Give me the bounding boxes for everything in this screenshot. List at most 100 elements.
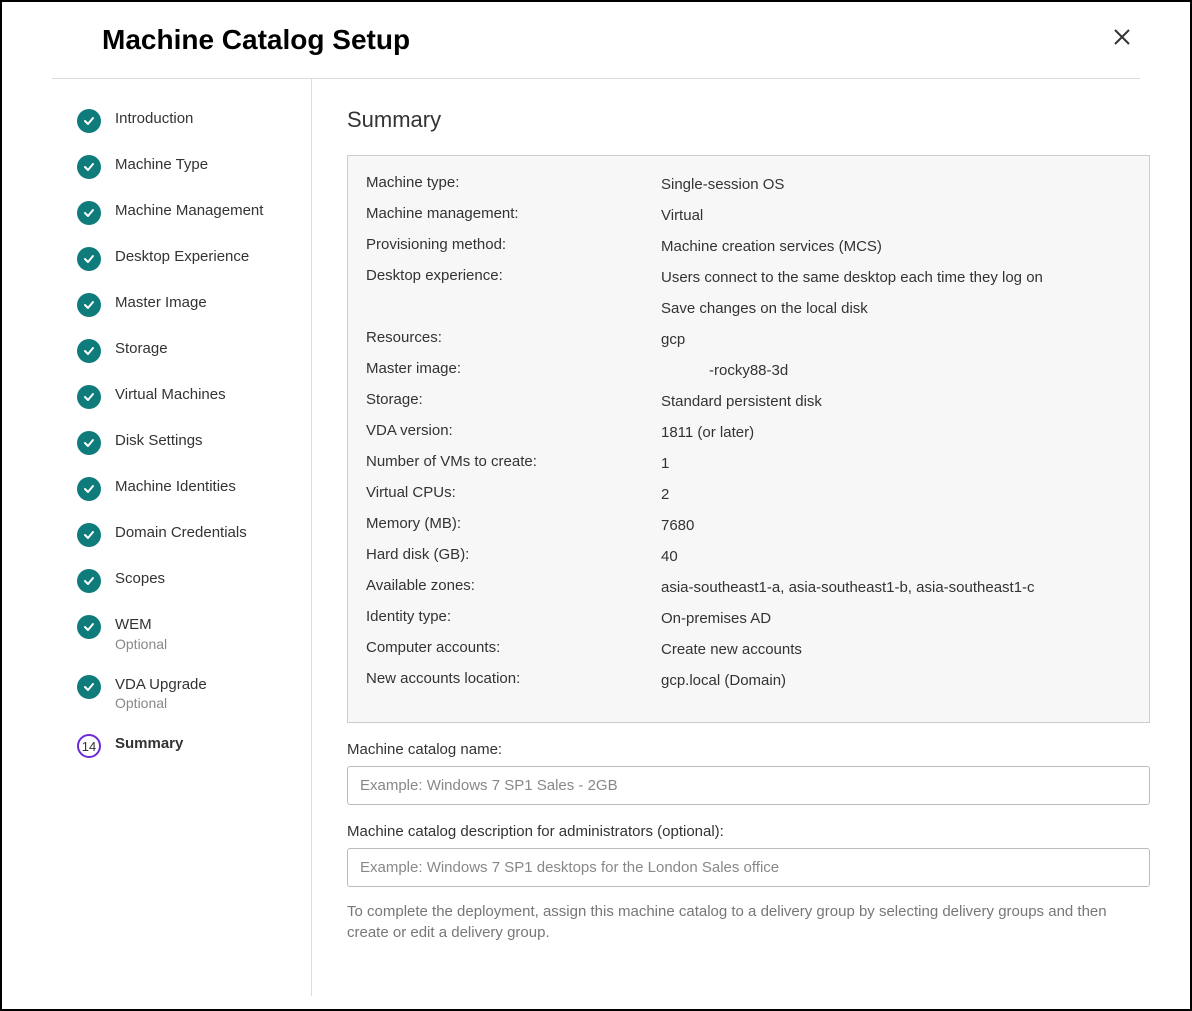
summary-row: Master image:-rocky88-3d: [366, 360, 1131, 381]
help-text: To complete the deployment, assign this …: [347, 901, 1150, 943]
summary-row: New accounts location:gcp.local (Domain): [366, 670, 1131, 691]
redacted-text: [661, 363, 709, 379]
summary-value: Create new accounts: [661, 639, 1131, 660]
wizard-step-desktop-experience[interactable]: Desktop Experience: [77, 247, 291, 271]
step-label: Summary: [115, 734, 183, 754]
summary-value: 40: [661, 546, 1131, 567]
step-label: WEMOptional: [115, 615, 167, 653]
summary-row: Number of VMs to create:1: [366, 453, 1131, 474]
wizard-step-vda-upgrade[interactable]: VDA UpgradeOptional: [77, 675, 291, 713]
dialog-header: Machine Catalog Setup: [2, 2, 1190, 78]
page-heading: Summary: [347, 107, 1150, 133]
summary-row: Memory (MB):7680: [366, 515, 1131, 536]
summary-row: Machine type:Single-session OS: [366, 174, 1131, 195]
step-label: Domain Credentials: [115, 523, 247, 543]
summary-label: Memory (MB):: [366, 515, 661, 532]
wizard-step-machine-management[interactable]: Machine Management: [77, 201, 291, 225]
summary-label: Machine management:: [366, 205, 661, 222]
catalog-desc-label: Machine catalog description for administ…: [347, 823, 1150, 840]
summary-row: Available zones:asia-southeast1-a, asia-…: [366, 577, 1131, 598]
summary-value: On-premises AD: [661, 608, 1131, 629]
step-label: VDA UpgradeOptional: [115, 675, 207, 713]
summary-label: New accounts location:: [366, 670, 661, 687]
summary-label: Provisioning method:: [366, 236, 661, 253]
summary-value: Users connect to the same desktop each t…: [661, 267, 1131, 288]
summary-value: Standard persistent disk: [661, 391, 1131, 412]
wizard-step-disk-settings[interactable]: Disk Settings: [77, 431, 291, 455]
check-icon: [77, 431, 101, 455]
check-icon: [77, 155, 101, 179]
summary-row: VDA version:1811 (or later): [366, 422, 1131, 443]
summary-row: Save changes on the local disk: [366, 298, 1131, 319]
step-label: Desktop Experience: [115, 247, 249, 267]
step-label: Storage: [115, 339, 168, 359]
summary-value: Virtual: [661, 205, 1131, 226]
summary-label: Desktop experience:: [366, 267, 661, 284]
summary-value: 1811 (or later): [661, 422, 1131, 443]
summary-value: gcp.local (Domain): [661, 670, 1131, 691]
summary-row: Computer accounts:Create new accounts: [366, 639, 1131, 660]
wizard-step-wem[interactable]: WEMOptional: [77, 615, 291, 653]
summary-row: Storage:Standard persistent disk: [366, 391, 1131, 412]
summary-label: Identity type:: [366, 608, 661, 625]
summary-row: Desktop experience:Users connect to the …: [366, 267, 1131, 288]
wizard-step-virtual-machines[interactable]: Virtual Machines: [77, 385, 291, 409]
summary-label: Available zones:: [366, 577, 661, 594]
dialog-machine-catalog-setup: Machine Catalog Setup Introduction Machin…: [0, 0, 1192, 1011]
summary-label: Computer accounts:: [366, 639, 661, 656]
wizard-step-machine-type[interactable]: Machine Type: [77, 155, 291, 179]
summary-value: 7680: [661, 515, 1131, 536]
summary-label: Storage:: [366, 391, 661, 408]
catalog-desc-input[interactable]: [347, 848, 1150, 887]
summary-box[interactable]: Machine type:Single-session OS Machine ma…: [347, 155, 1150, 723]
step-label: Virtual Machines: [115, 385, 226, 405]
check-icon: [77, 615, 101, 639]
check-icon: [77, 293, 101, 317]
summary-label: Number of VMs to create:: [366, 453, 661, 470]
close-button[interactable]: [1104, 22, 1140, 58]
check-icon: [77, 339, 101, 363]
summary-value: Save changes on the local disk: [661, 298, 1131, 319]
summary-value: gcp: [661, 329, 1131, 350]
summary-row: Machine management:Virtual: [366, 205, 1131, 226]
step-label: Machine Management: [115, 201, 263, 221]
wizard-sidebar: Introduction Machine Type Machine Manageme…: [2, 79, 312, 996]
summary-value: Machine creation services (MCS): [661, 236, 1131, 257]
summary-value: -rocky88-3d: [661, 360, 1131, 381]
step-number-icon: 14: [77, 734, 101, 758]
wizard-step-storage[interactable]: Storage: [77, 339, 291, 363]
check-icon: [77, 569, 101, 593]
close-icon: [1112, 27, 1132, 47]
wizard-step-summary[interactable]: 14 Summary: [77, 734, 291, 758]
summary-value: 2: [661, 484, 1131, 505]
summary-label: Virtual CPUs:: [366, 484, 661, 501]
summary-value: 1: [661, 453, 1131, 474]
dialog-title: Machine Catalog Setup: [102, 24, 410, 56]
summary-label: Machine type:: [366, 174, 661, 191]
step-label: Master Image: [115, 293, 207, 313]
check-icon: [77, 477, 101, 501]
wizard-step-introduction[interactable]: Introduction: [77, 109, 291, 133]
summary-label: VDA version:: [366, 422, 661, 439]
summary-label: Hard disk (GB):: [366, 546, 661, 563]
step-optional-label: Optional: [115, 635, 167, 653]
summary-row: Virtual CPUs:2: [366, 484, 1131, 505]
summary-row: Resources:gcp: [366, 329, 1131, 350]
step-label: Disk Settings: [115, 431, 203, 451]
wizard-step-master-image[interactable]: Master Image: [77, 293, 291, 317]
step-label: Machine Identities: [115, 477, 236, 497]
check-icon: [77, 385, 101, 409]
check-icon: [77, 201, 101, 225]
wizard-step-scopes[interactable]: Scopes: [77, 569, 291, 593]
summary-row: Hard disk (GB):40: [366, 546, 1131, 567]
wizard-step-domain-credentials[interactable]: Domain Credentials: [77, 523, 291, 547]
summary-row: Provisioning method:Machine creation ser…: [366, 236, 1131, 257]
step-optional-label: Optional: [115, 694, 207, 712]
catalog-name-input[interactable]: [347, 766, 1150, 805]
dialog-body: Introduction Machine Type Machine Manageme…: [2, 79, 1190, 996]
wizard-step-machine-identities[interactable]: Machine Identities: [77, 477, 291, 501]
check-icon: [77, 675, 101, 699]
check-icon: [77, 247, 101, 271]
step-label: Machine Type: [115, 155, 208, 175]
step-label: Scopes: [115, 569, 165, 589]
